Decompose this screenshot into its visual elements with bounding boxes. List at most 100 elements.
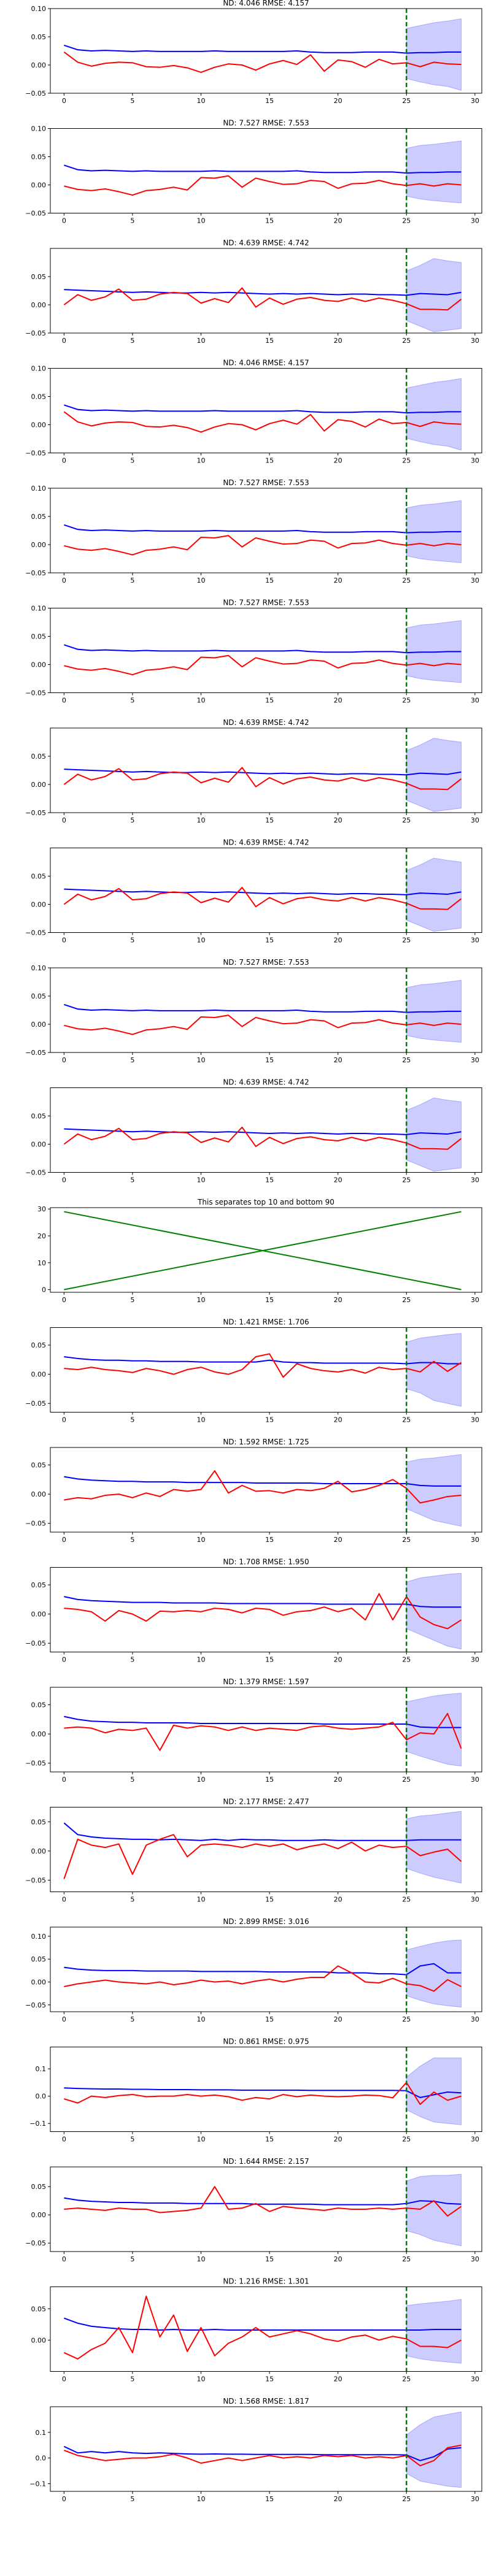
x-tick-label: 5 — [130, 697, 134, 705]
x-tick-label: 10 — [196, 217, 205, 225]
forecast-line — [64, 1596, 462, 1608]
chart-panel-16: ND: 2.177 RMSE: 2.477 0 5 10 15 20 25 30 0.05 0.0… — [25, 1798, 482, 1904]
y-tick-label: 0.00 — [31, 661, 47, 669]
y-tick-label: 0.05 — [31, 1955, 47, 1963]
forecast-line — [64, 289, 462, 296]
x-tick-label: 10 — [196, 1296, 205, 1304]
y-tick-label: 0.00 — [31, 301, 47, 309]
y-tick-label: 0.10 — [31, 1933, 47, 1941]
x-tick-label: 5 — [130, 2375, 134, 2383]
x-tick-label: 0 — [62, 2495, 66, 2503]
axes-frame — [50, 128, 482, 213]
forecast-line — [64, 1128, 462, 1135]
forecast-line — [64, 404, 462, 414]
y-tick-label: −0.05 — [25, 2239, 46, 2247]
y-tick-label: 0.00 — [31, 182, 47, 190]
x-tick-label: 0 — [62, 1056, 66, 1064]
chart-title: ND: 2.899 RMSE: 3.016 — [223, 1917, 309, 1926]
plot-area — [64, 128, 462, 213]
x-tick-label: 0 — [62, 2375, 66, 2383]
x-tick-label: 10 — [196, 937, 205, 945]
y-tick-label: 0.10 — [31, 485, 47, 493]
x-tick-label: 25 — [402, 217, 411, 225]
axes-frame — [50, 1687, 482, 1773]
y-tick-label: −0.05 — [25, 1049, 46, 1057]
y-tick-label: 0.05 — [31, 1341, 47, 1349]
x-tick-label: 5 — [130, 1536, 134, 1544]
x-tick-label: 10 — [196, 2255, 205, 2263]
chart-panel-19: ND: 1.644 RMSE: 2.157 0 5 10 15 20 25 30 0.05 0.0… — [25, 2157, 482, 2263]
chart-panel-17: ND: 2.899 RMSE: 3.016 0 5 10 15 20 25 30 0.10 0.0… — [25, 1917, 482, 2023]
x-tick-label: 30 — [471, 2495, 479, 2503]
x-tick-label: 20 — [334, 816, 342, 824]
x-tick-label: 25 — [402, 2015, 411, 2023]
x-tick-label: 30 — [471, 97, 479, 105]
forecast-line — [64, 2197, 462, 2206]
y-tick-label: 0.00 — [31, 901, 47, 909]
actual-line — [64, 2186, 462, 2217]
actual-line — [64, 654, 462, 676]
x-tick-label: 25 — [402, 1296, 411, 1304]
x-tick-label: 20 — [334, 337, 342, 345]
y-tick-label: 0.00 — [31, 1141, 47, 1149]
x-tick-label: 0 — [62, 217, 66, 225]
x-tick-label: 25 — [402, 2255, 411, 2263]
actual-line — [63, 2444, 462, 2467]
chart-panel-1: ND: 4.046 RMSE: 4.157 0 5 10 15 20 25 30 0.10 0.0… — [25, 0, 482, 105]
forecast-line — [64, 164, 462, 174]
x-tick-label: 10 — [196, 1416, 205, 1424]
y-tick-label: 0.00 — [31, 781, 47, 789]
chart-panel-6: ND: 7.527 RMSE: 7.553 0 5 10 15 20 25 30 0.10 0.0… — [25, 599, 482, 705]
x-tick-label: 10 — [196, 2136, 205, 2144]
axes-frame — [50, 2287, 482, 2372]
forecast-band — [406, 1811, 462, 1884]
x-tick-label: 25 — [402, 937, 411, 945]
x-tick-label: 5 — [130, 337, 134, 345]
x-tick-label: 0 — [62, 97, 66, 105]
axes-frame — [50, 608, 482, 693]
actual-line — [64, 1353, 462, 1378]
chart-title: ND: 7.527 RMSE: 7.553 — [223, 119, 309, 128]
x-tick-label: 20 — [334, 937, 342, 945]
x-tick-label: 0 — [62, 1176, 66, 1184]
x-tick-label: 20 — [334, 2495, 342, 2503]
plot-area — [64, 608, 462, 693]
x-tick-label: 20 — [334, 697, 342, 705]
x-tick-label: 10 — [196, 2375, 205, 2383]
forecast-band — [406, 2057, 462, 2125]
x-tick-label: 0 — [62, 697, 66, 705]
x-tick-label: 0 — [62, 2015, 66, 2023]
actual-line — [64, 175, 462, 196]
actual-line — [63, 886, 462, 910]
y-tick-label: 0.00 — [31, 1021, 47, 1029]
x-tick-label: 30 — [471, 1056, 479, 1064]
x-tick-label: 20 — [334, 577, 342, 585]
y-tick-label: −0.05 — [25, 1876, 46, 1884]
x-tick-label: 0 — [62, 1416, 66, 1424]
chart-panel-21: ND: 1.568 RMSE: 1.817 0 5 10 15 20 25 30 0.1 0.0 −… — [29, 2397, 482, 2503]
plot-area — [63, 2407, 462, 2491]
forecast-band — [406, 1573, 462, 1650]
actual-line — [63, 411, 462, 433]
x-tick-label: 20 — [334, 457, 342, 465]
y-tick-label: −0.05 — [25, 689, 46, 697]
axes-frame — [50, 488, 482, 573]
y-tick-label: −0.05 — [25, 1400, 46, 1408]
chart-panel-4: ND: 4.046 RMSE: 4.157 0 5 10 15 20 25 30 0.10 0.0… — [25, 359, 482, 465]
y-tick-label: −0.05 — [25, 1639, 46, 1647]
x-tick-label: 25 — [402, 2136, 411, 2144]
y-tick-label: 0.05 — [31, 633, 47, 641]
y-tick-label: 0.0 — [36, 2093, 47, 2101]
y-tick-label: 30 — [37, 1205, 46, 1213]
y-tick-label: −0.05 — [25, 1169, 46, 1177]
axes-frame — [50, 1327, 482, 1413]
x-tick-label: 0 — [62, 1776, 66, 1784]
x-tick-label: 0 — [62, 937, 66, 945]
x-tick-label: 5 — [130, 1296, 134, 1304]
y-tick-label: −0.05 — [25, 1520, 46, 1528]
x-tick-label: 10 — [196, 1176, 205, 1184]
y-tick-label: 0.05 — [31, 153, 47, 161]
forecast-band — [406, 1692, 462, 1767]
y-tick-label: −0.05 — [25, 329, 46, 337]
forecast-line — [64, 524, 462, 534]
